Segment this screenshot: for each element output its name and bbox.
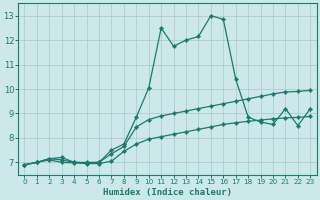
X-axis label: Humidex (Indice chaleur): Humidex (Indice chaleur) — [103, 188, 232, 197]
